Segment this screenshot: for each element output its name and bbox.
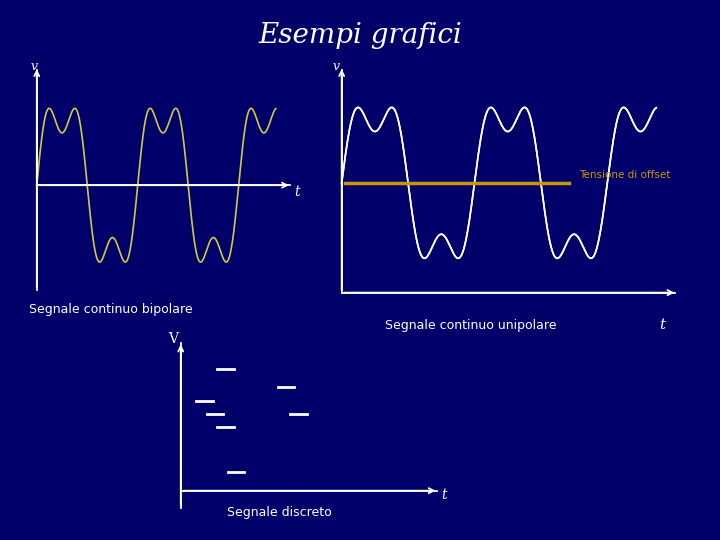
Text: Segnale continuo bipolare: Segnale continuo bipolare [29,303,192,316]
Text: Esempi grafici: Esempi grafici [258,22,462,49]
Text: Tensione di offset: Tensione di offset [580,170,671,180]
Text: Segnale continuo unipolare: Segnale continuo unipolare [385,319,557,333]
Text: V: V [168,333,179,347]
Text: v: v [30,60,37,73]
Text: Segnale discreto: Segnale discreto [227,505,331,519]
Text: t: t [294,185,300,199]
Text: t: t [441,488,447,502]
Text: v: v [333,60,340,73]
Text: t: t [659,319,665,333]
